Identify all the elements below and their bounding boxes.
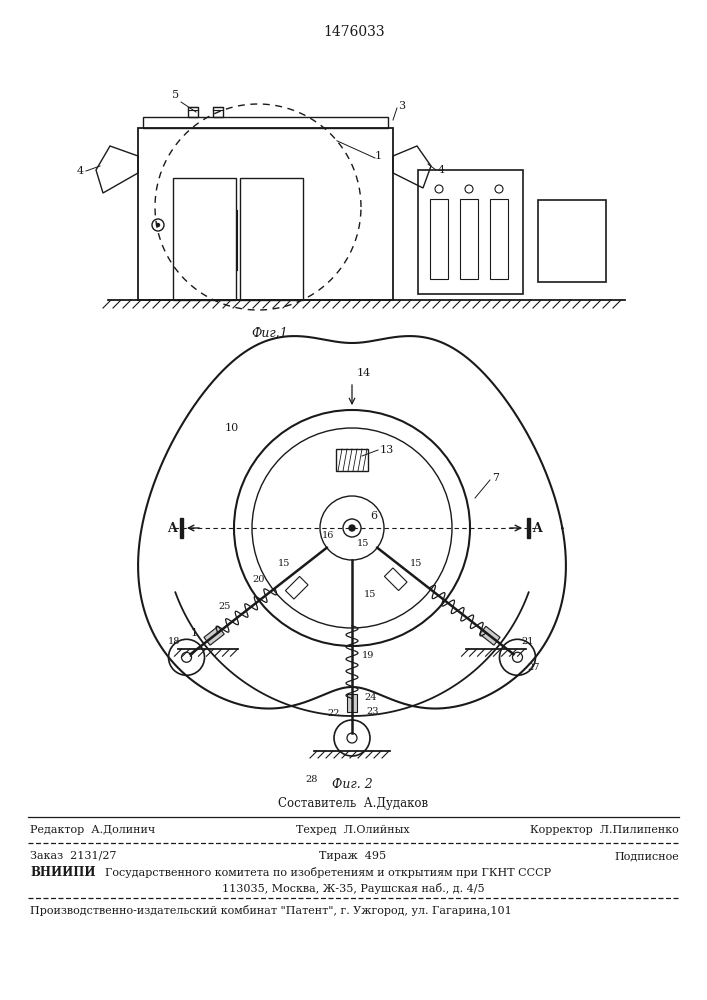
Bar: [188, 107, 198, 117]
Text: 14: 14: [357, 368, 371, 378]
Text: 19: 19: [362, 651, 375, 660]
Text: Корректор  Л.Пилипенко: Корректор Л.Пилипенко: [530, 825, 679, 835]
Bar: [460, 199, 478, 279]
Bar: [336, 449, 368, 471]
Bar: [385, 568, 407, 591]
Text: 24: 24: [364, 694, 377, 702]
Text: 23: 23: [366, 706, 378, 716]
Circle shape: [334, 720, 370, 756]
Text: 22: 22: [327, 708, 340, 718]
Text: Составитель  А.Дудаков: Составитель А.Дудаков: [278, 798, 428, 810]
Text: ВНИИПИ: ВНИИПИ: [30, 866, 95, 880]
Bar: [213, 107, 223, 117]
Text: 16: 16: [322, 532, 334, 540]
Text: 13: 13: [380, 445, 395, 455]
Text: 15: 15: [364, 590, 376, 599]
Bar: [286, 576, 308, 599]
Circle shape: [156, 224, 160, 227]
Bar: [240, 178, 303, 300]
Bar: [173, 178, 236, 300]
Polygon shape: [347, 694, 357, 712]
Text: 15: 15: [409, 559, 422, 568]
Text: Техред  Л.Олийных: Техред Л.Олийных: [296, 825, 410, 835]
Text: 1476033: 1476033: [323, 25, 385, 39]
Polygon shape: [204, 626, 224, 645]
Text: 1: 1: [190, 628, 197, 638]
Text: 4: 4: [76, 166, 83, 176]
Text: 18: 18: [168, 637, 180, 646]
Circle shape: [349, 525, 355, 531]
Text: 27: 27: [527, 663, 540, 672]
Bar: [430, 199, 448, 279]
Text: Тираж  495: Тираж 495: [320, 851, 387, 861]
Text: 20: 20: [252, 575, 265, 584]
Text: 7: 7: [492, 473, 499, 483]
Text: 21: 21: [522, 637, 534, 646]
Text: 1: 1: [375, 151, 382, 161]
Text: A: A: [167, 522, 177, 534]
Text: 28: 28: [306, 774, 318, 784]
Text: 3: 3: [398, 101, 405, 111]
Polygon shape: [480, 626, 500, 645]
Bar: [180, 518, 182, 538]
Text: 113035, Москва, Ж-35, Раушская наб., д. 4/5: 113035, Москва, Ж-35, Раушская наб., д. …: [222, 882, 484, 894]
Bar: [143, 117, 388, 128]
Text: Фиг. 2: Фиг. 2: [332, 778, 373, 791]
Bar: [138, 128, 393, 300]
Text: 5: 5: [173, 90, 180, 100]
Text: Подписное: Подписное: [614, 851, 679, 861]
Text: Редактор  А.Долинич: Редактор А.Долинич: [30, 825, 156, 835]
Bar: [418, 170, 523, 294]
Text: 6: 6: [370, 511, 377, 521]
Bar: [490, 199, 508, 279]
Text: Заказ  2131/27: Заказ 2131/27: [30, 851, 117, 861]
Text: Производственно-издательский комбинат "Патент", г. Ужгород, ул. Гагарина,101: Производственно-издательский комбинат "П…: [30, 904, 512, 916]
Circle shape: [168, 639, 204, 675]
Text: Фиг.1: Фиг.1: [252, 327, 288, 340]
Text: Государственного комитета по изобретениям и открытиям при ГКНТ СССР: Государственного комитета по изобретения…: [105, 867, 551, 879]
Text: 25: 25: [218, 602, 231, 611]
Circle shape: [499, 639, 535, 675]
Bar: [527, 518, 530, 538]
Text: 4: 4: [438, 165, 445, 175]
Text: 15: 15: [357, 540, 369, 548]
Text: A: A: [532, 522, 542, 534]
Bar: [538, 200, 606, 282]
Text: 15: 15: [278, 559, 291, 568]
Text: 10: 10: [225, 423, 239, 433]
